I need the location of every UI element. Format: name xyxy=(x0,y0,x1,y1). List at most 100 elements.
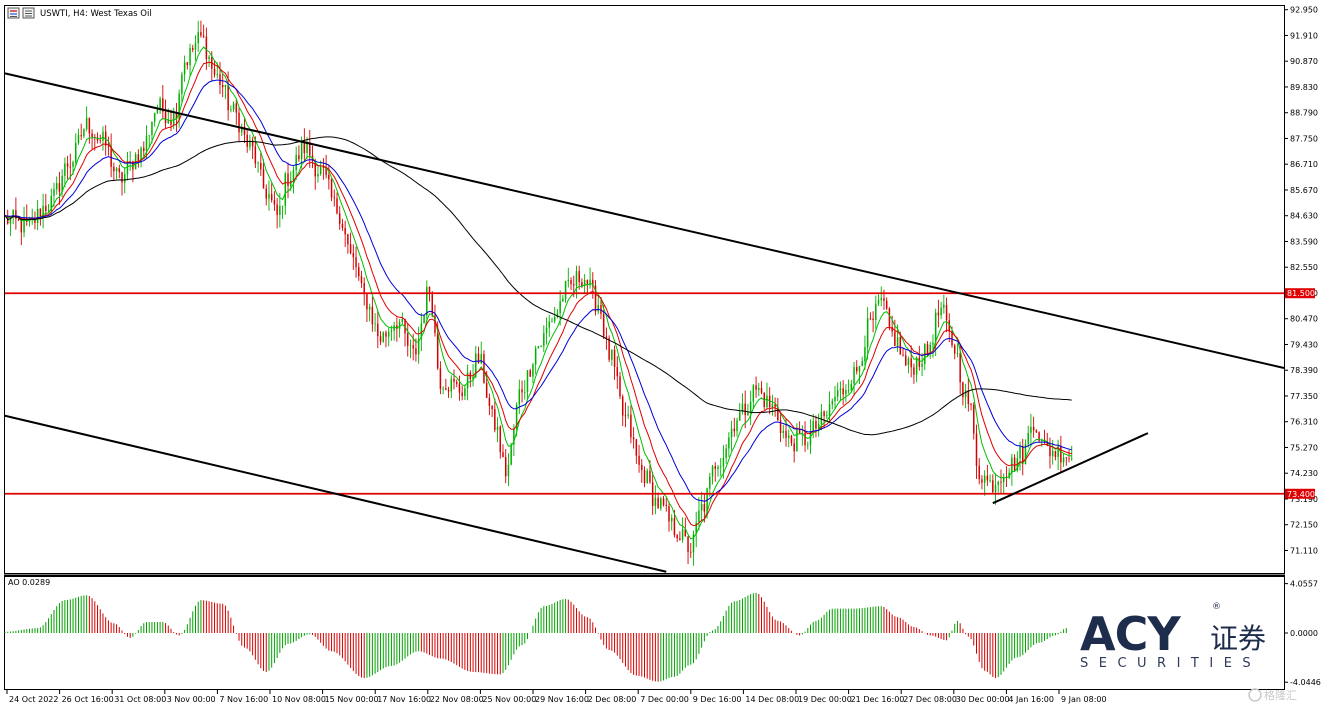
candle-body xyxy=(436,332,439,369)
candle-body xyxy=(162,98,164,112)
candle-body xyxy=(1013,457,1016,471)
candle-body xyxy=(823,411,825,417)
candle-body xyxy=(777,406,779,421)
candle-body xyxy=(856,367,858,372)
candle-body xyxy=(143,147,145,152)
candle-body xyxy=(115,168,118,172)
candle-body xyxy=(758,388,760,390)
candle-body xyxy=(99,140,101,142)
candle-body xyxy=(319,167,322,175)
candle-body xyxy=(148,135,150,137)
candle-body xyxy=(1027,432,1029,445)
trendline-channel-bottom[interactable] xyxy=(4,414,667,573)
candle-body xyxy=(496,426,499,430)
candle-body xyxy=(325,167,327,175)
candle-body xyxy=(208,56,210,60)
price-tick-label: 87.750 xyxy=(1290,134,1318,143)
candle-body xyxy=(866,318,869,348)
candle-body xyxy=(178,93,180,120)
time-tick-label: 31 Oct 08:00 xyxy=(114,695,166,704)
candle-body xyxy=(450,378,453,392)
candle-body xyxy=(673,517,676,536)
candle-body xyxy=(409,345,412,347)
time-tick-label: 10 Nov 08:00 xyxy=(272,695,326,704)
candle-body xyxy=(592,279,594,286)
candle-body xyxy=(36,208,39,223)
price-tick-label: 76.310 xyxy=(1290,418,1318,427)
candle-body xyxy=(194,43,197,50)
price-tick-label: 85.670 xyxy=(1290,186,1318,195)
trendline-channel-top[interactable] xyxy=(4,72,1285,369)
candle-body xyxy=(899,337,902,355)
candle-body xyxy=(717,466,719,469)
candle-body xyxy=(1000,481,1002,483)
candle-body xyxy=(521,389,523,393)
candle-body xyxy=(793,443,795,452)
candle-body xyxy=(828,404,831,416)
candle-body xyxy=(390,330,393,332)
candle-body xyxy=(453,378,455,382)
candle-body xyxy=(396,325,398,329)
candle-body xyxy=(417,338,420,355)
candle-body xyxy=(1046,442,1048,446)
candle-body xyxy=(839,388,842,391)
time-tick-label: 7 Dec 00:00 xyxy=(640,695,689,704)
candle-body xyxy=(787,435,790,439)
chart-type-icon[interactable] xyxy=(7,7,20,19)
moving-average-line xyxy=(4,46,1072,540)
candle-body xyxy=(690,551,692,553)
indicator-list-icon[interactable] xyxy=(22,7,35,19)
candle-body xyxy=(243,126,246,135)
candle-body xyxy=(559,301,561,314)
candle-body xyxy=(543,333,545,347)
candle-body xyxy=(951,331,953,346)
candle-body xyxy=(1032,426,1035,431)
candle-body xyxy=(355,257,357,268)
ao-tick-label: -4.0446 xyxy=(1290,678,1321,687)
candle-body xyxy=(23,217,25,233)
candle-body xyxy=(75,143,77,163)
candle-body xyxy=(679,538,681,540)
candle-body xyxy=(975,433,978,466)
candle-body xyxy=(83,129,85,137)
candle-body xyxy=(102,131,104,141)
candle-body xyxy=(401,318,404,323)
candle-body xyxy=(235,103,238,113)
candle-body xyxy=(570,280,572,285)
candle-body xyxy=(733,428,736,432)
candle-body xyxy=(347,234,349,245)
candle-body xyxy=(845,390,847,395)
candle-body xyxy=(458,383,461,393)
candle-body xyxy=(902,354,904,356)
candle-body xyxy=(774,404,776,407)
candle-body xyxy=(798,429,801,434)
candle-body xyxy=(836,390,839,397)
time-tick-label: 4 Jan 16:00 xyxy=(1008,695,1054,704)
candle-body xyxy=(864,347,866,362)
candle-body xyxy=(216,74,219,75)
candle-body xyxy=(137,154,140,163)
candle-body xyxy=(747,412,749,416)
candle-body xyxy=(983,475,986,483)
level-tag-label: 81.500 xyxy=(1287,289,1315,298)
candle-body xyxy=(464,388,466,397)
candle-body xyxy=(232,103,235,110)
candle-body xyxy=(39,208,42,218)
price-tick-label: 86.710 xyxy=(1290,160,1318,169)
candle-body xyxy=(1062,457,1065,463)
candle-body xyxy=(322,167,325,169)
candle-body xyxy=(537,346,540,349)
candle-body xyxy=(88,117,91,134)
candle-body xyxy=(842,388,844,395)
candle-body xyxy=(698,510,700,523)
candle-body xyxy=(540,346,542,347)
candle-body xyxy=(551,321,553,322)
price-tick-label: 78.390 xyxy=(1290,366,1318,375)
price-tick-label: 72.150 xyxy=(1290,521,1318,530)
trendline-rising-support[interactable] xyxy=(992,432,1149,505)
candle-body xyxy=(790,435,793,444)
candle-body xyxy=(328,174,330,180)
price-axis: 92.950 91.910 90.870 89.830 88.790 87.750 86.7… xyxy=(1284,6,1318,555)
candle-body xyxy=(407,333,409,346)
candle-body xyxy=(630,414,632,438)
